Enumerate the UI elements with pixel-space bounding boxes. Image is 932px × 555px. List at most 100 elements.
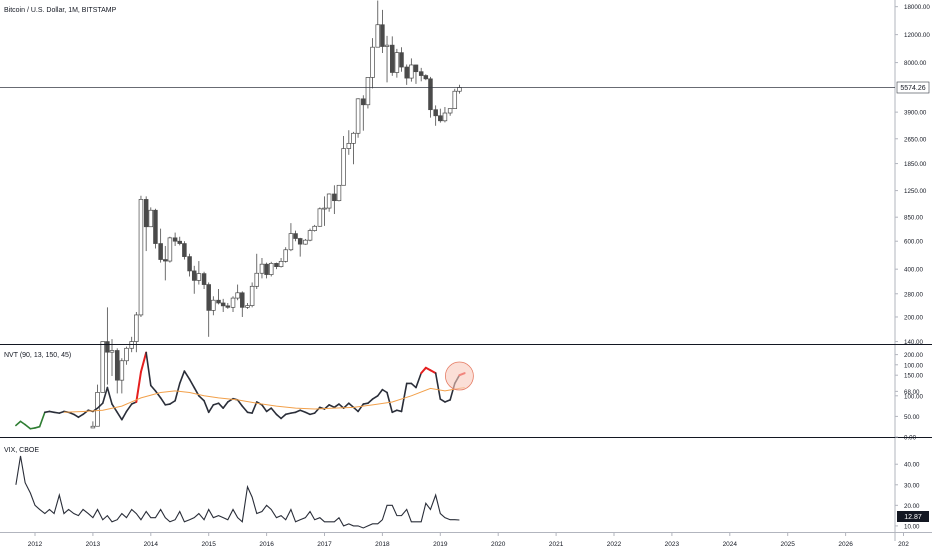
- candle-body: [404, 66, 409, 79]
- price-tick-label: 400.00: [904, 267, 923, 274]
- nvt-line-segment: [67, 411, 75, 416]
- candle-body: [225, 305, 231, 308]
- candle-body: [119, 360, 125, 381]
- candle: [394, 48, 400, 78]
- nvt-line-segment: [154, 390, 162, 399]
- candle-body: [297, 238, 303, 245]
- nvt-line-segment: [299, 409, 307, 414]
- candle-body: [351, 132, 356, 144]
- nvt-line-segment: [429, 369, 437, 375]
- candle: [409, 58, 414, 82]
- candle: [230, 296, 236, 312]
- vix-last-value-badge: 12.87: [897, 511, 929, 522]
- nvt-line-segment: [328, 404, 336, 409]
- candle: [114, 348, 120, 394]
- candle: [293, 230, 298, 242]
- candle: [355, 98, 361, 138]
- nvt-line-segment: [444, 399, 451, 403]
- nvt-line-segment: [284, 412, 292, 416]
- candle: [346, 130, 352, 155]
- candle-body: [172, 237, 178, 242]
- candle: [307, 228, 313, 242]
- price-tick-label: 1250.00: [904, 188, 927, 195]
- candle: [341, 135, 346, 186]
- candle-body: [187, 256, 192, 272]
- last-price-badge: 5574.26: [896, 81, 930, 94]
- candle: [182, 241, 187, 260]
- nvt-tick-label: 150.00: [904, 373, 923, 380]
- candle-body: [317, 208, 323, 227]
- candle: [336, 184, 342, 202]
- nvt-line-segment: [174, 382, 181, 402]
- candle: [225, 302, 231, 309]
- candle-body: [278, 261, 284, 267]
- nvt-line-segment: [212, 402, 220, 406]
- candle: [351, 131, 356, 165]
- candle-body: [447, 108, 453, 114]
- nvt-line-segment: [198, 394, 205, 402]
- candle-body: [220, 302, 226, 307]
- candle: [413, 64, 419, 84]
- candle-body: [389, 44, 395, 73]
- nvt-line-segment: [415, 372, 422, 389]
- vix-last-value-label: 12.87: [904, 514, 922, 521]
- nvt-lines-layer: [15, 351, 474, 430]
- time-tick-label: 2021: [549, 541, 564, 548]
- nvt-panel-title: NVT (90, 13, 150, 45): [4, 352, 71, 359]
- nvt-line-segment: [145, 351, 152, 387]
- nvt-line-segment: [348, 402, 355, 409]
- candle-body: [336, 184, 342, 202]
- candle: [442, 107, 448, 123]
- candle-body: [307, 230, 313, 241]
- candle-body: [303, 239, 308, 245]
- candle-body: [399, 52, 404, 68]
- nvt-line-segment: [236, 399, 244, 407]
- nvt-line-segment: [294, 409, 301, 414]
- time-tick-label: 2025: [780, 541, 795, 548]
- candle: [283, 247, 288, 263]
- time-tick-label: 2012: [28, 541, 43, 548]
- nvt-line-segment: [135, 370, 142, 403]
- nvt-line-segment: [101, 386, 109, 405]
- candle-body: [322, 207, 327, 210]
- nvt-line-segment: [275, 413, 282, 420]
- candle-body: [312, 225, 317, 231]
- candle: [153, 208, 158, 249]
- candle-body: [138, 199, 144, 316]
- candle: [365, 77, 371, 109]
- candle: [433, 105, 438, 126]
- candle: [172, 232, 178, 246]
- candle-body: [100, 341, 105, 393]
- candle-body: [90, 425, 96, 429]
- nvt-line-segment: [188, 378, 196, 389]
- price-tick-label: 18000.00: [904, 4, 930, 11]
- time-tick-label: 2014: [144, 541, 159, 548]
- vix-tick-label: 40.00: [904, 462, 920, 469]
- vix-line: [15, 455, 460, 529]
- candle: [418, 67, 424, 82]
- candle-body: [206, 284, 211, 311]
- candle: [158, 228, 163, 263]
- nvt-line-segment: [77, 413, 84, 419]
- candle-body: [452, 90, 458, 109]
- candle: [452, 88, 458, 109]
- nvt-line-segment: [106, 386, 113, 405]
- candle: [297, 237, 303, 257]
- candle: [138, 195, 144, 317]
- candle: [288, 223, 294, 252]
- time-tick-label: 2016: [259, 541, 274, 548]
- candle: [326, 193, 332, 212]
- price-tick-label: 2650.00: [904, 136, 927, 143]
- candle-body: [167, 237, 173, 262]
- candle-body: [370, 46, 375, 78]
- candle-body: [423, 75, 429, 80]
- candle: [375, 0, 381, 48]
- candle-body: [163, 259, 168, 262]
- nvt-line-segment: [19, 420, 26, 426]
- candle: [201, 271, 207, 290]
- nvt-line-segment: [217, 402, 224, 409]
- candle: [268, 261, 274, 277]
- candle: [177, 236, 183, 246]
- candle-body: [413, 64, 419, 73]
